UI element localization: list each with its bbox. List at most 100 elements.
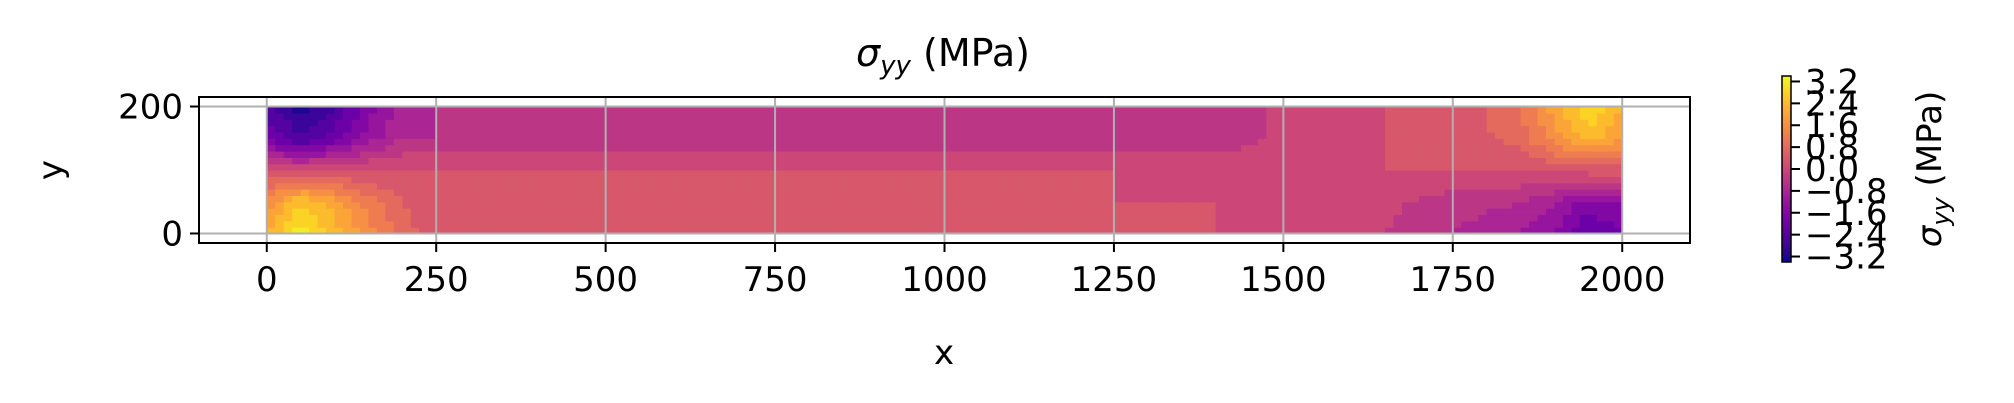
field-cell — [470, 125, 480, 133]
field-cell — [393, 112, 403, 120]
field-cell — [1486, 119, 1496, 127]
field-cell — [1012, 227, 1022, 235]
field-cell — [766, 144, 776, 152]
field-cell — [724, 176, 734, 184]
field-cell — [1359, 131, 1369, 139]
field-cell — [495, 195, 505, 203]
field-cell — [368, 106, 378, 114]
field-cell — [1300, 208, 1310, 216]
field-cell — [851, 208, 861, 216]
field-cell — [868, 201, 878, 209]
field-cell — [1122, 227, 1132, 235]
field-cell — [1113, 106, 1124, 114]
field-cell — [783, 119, 793, 127]
field-cell — [436, 201, 446, 209]
field-cell — [343, 195, 353, 203]
field-cell — [851, 131, 861, 139]
field-cell — [1537, 112, 1547, 120]
field-cell — [952, 138, 963, 146]
field-cell — [1461, 182, 1471, 190]
field-cell — [732, 214, 742, 222]
field-cell — [1232, 112, 1242, 120]
field-cell — [1037, 150, 1047, 158]
field-cell — [1037, 176, 1047, 184]
field-cell — [664, 182, 675, 190]
field-cell — [639, 112, 649, 120]
field-cell — [1562, 195, 1572, 203]
field-cell — [859, 214, 869, 222]
field-cell — [1435, 220, 1445, 228]
field-cell — [1554, 119, 1564, 127]
field-cell — [1537, 195, 1547, 203]
field-cell — [512, 195, 522, 203]
field-cell — [1071, 112, 1081, 120]
field-cell — [571, 189, 581, 196]
field-cell — [427, 170, 437, 177]
field-cell — [402, 163, 412, 171]
field-cell — [537, 125, 547, 133]
field-cell — [885, 131, 895, 139]
field-cell — [1461, 220, 1471, 228]
field-cell — [1156, 208, 1166, 216]
field-cell — [681, 163, 691, 171]
field-cell — [842, 125, 852, 133]
field-cell — [1147, 214, 1157, 222]
field-cell — [1554, 144, 1564, 152]
field-cell — [1071, 163, 1081, 171]
field-cell — [707, 138, 717, 146]
field-cell — [1113, 125, 1124, 133]
field-cell — [1401, 189, 1412, 196]
field-cell — [283, 214, 293, 222]
field-cell — [859, 119, 869, 127]
field-cell — [402, 144, 412, 152]
field-cell — [1215, 150, 1225, 158]
field-cell — [1046, 195, 1056, 203]
field-cell — [1342, 227, 1352, 235]
field-cell — [453, 144, 463, 152]
field-cell — [1105, 189, 1115, 196]
field-cell — [1156, 125, 1166, 133]
field-cell — [605, 144, 615, 152]
field-cell — [732, 163, 742, 171]
field-cell — [1232, 227, 1242, 235]
field-cell — [936, 195, 946, 203]
field-cell — [1198, 182, 1208, 190]
field-cell — [664, 220, 675, 228]
field-cell — [715, 125, 725, 133]
field-cell — [910, 176, 920, 184]
field-cell — [1579, 157, 1589, 165]
field-cell — [868, 176, 878, 184]
field-cell — [1249, 214, 1259, 222]
field-cell — [546, 112, 556, 120]
field-cell — [1113, 227, 1124, 235]
field-cell — [1359, 189, 1369, 196]
field-cell — [1020, 112, 1030, 120]
field-cell — [1122, 157, 1132, 165]
field-cell — [283, 170, 293, 177]
field-cell — [444, 220, 454, 228]
field-cell — [808, 201, 819, 209]
field-cell — [1342, 214, 1352, 222]
field-cell — [1317, 163, 1327, 171]
field-cell — [1545, 195, 1556, 203]
field-cell — [749, 138, 759, 146]
field-cell — [1096, 138, 1107, 146]
field-cell — [1266, 125, 1276, 133]
field-cell — [1588, 195, 1598, 203]
field-cell — [292, 201, 302, 209]
field-cell — [1486, 157, 1496, 165]
field-cell — [1105, 112, 1115, 120]
field-cell — [1308, 220, 1318, 228]
field-cell — [1393, 150, 1403, 158]
field-cell — [1554, 131, 1564, 139]
field-cell — [1376, 119, 1386, 127]
field-cell — [1088, 138, 1098, 146]
field-cell — [732, 189, 742, 196]
field-cell — [893, 227, 903, 235]
field-cell — [1368, 227, 1378, 235]
field-cell — [1529, 189, 1539, 196]
field-cell — [1359, 106, 1369, 114]
field-cell — [1046, 144, 1056, 152]
field-cell — [749, 214, 759, 222]
field-cell — [1401, 150, 1412, 158]
